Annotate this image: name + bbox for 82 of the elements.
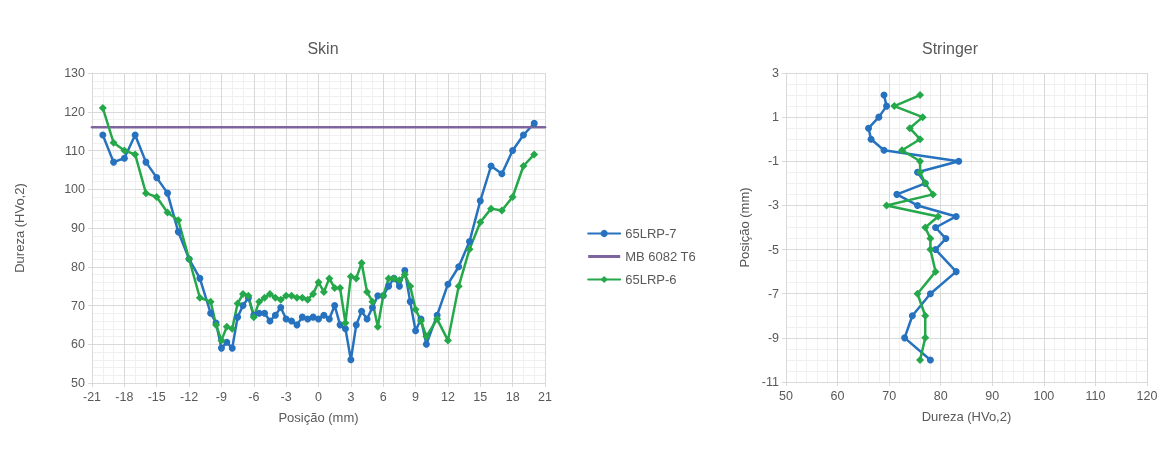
x-axis-title: Dureza (HVo,2) <box>921 409 1012 424</box>
x-tick-label: -3 <box>280 389 292 404</box>
point <box>916 157 925 166</box>
point <box>880 146 888 154</box>
chart-title: Skin <box>307 39 339 57</box>
x-tick-label: 120 <box>1136 388 1158 403</box>
x-tick-label: 3 <box>347 389 355 404</box>
point <box>914 201 922 209</box>
point <box>926 290 934 298</box>
point <box>931 267 940 276</box>
y-tick-label: -9 <box>767 330 780 345</box>
point <box>926 245 935 254</box>
y-tick-label: -11 <box>761 375 780 389</box>
point <box>928 190 937 199</box>
point <box>932 224 940 231</box>
point <box>952 268 960 276</box>
x-tick-label: 60 <box>830 388 845 403</box>
legend-label: MB 6082 T6 <box>625 249 696 264</box>
y-tick-label: 80 <box>71 259 86 274</box>
x-tick-label: -18 <box>115 389 134 404</box>
y-tick-label: 90 <box>71 221 86 235</box>
y-tick-label: 1 <box>772 110 780 125</box>
point <box>913 289 922 298</box>
x-tick-label: -12 <box>180 389 199 404</box>
x-tick-label: -15 <box>147 389 166 404</box>
y-tick-label: 120 <box>64 104 86 119</box>
point <box>905 124 914 133</box>
x-tick-label: -9 <box>215 389 228 404</box>
x-tick-label: 0 <box>315 389 323 404</box>
y-axis-title: Posição (mm) <box>736 187 752 268</box>
point <box>918 113 927 122</box>
x-tick-label: 21 <box>538 389 552 404</box>
y-tick-label: 3 <box>772 66 780 80</box>
y-tick-label: 130 <box>64 66 86 80</box>
point <box>921 333 930 342</box>
legend-label: 65LRP-6 <box>625 272 677 287</box>
point <box>926 234 935 243</box>
point <box>916 355 925 364</box>
point <box>901 334 909 342</box>
point <box>916 135 925 144</box>
x-tick-label: 110 <box>1085 388 1106 403</box>
x-tick-label: -21 <box>82 389 102 404</box>
point <box>942 235 950 243</box>
y-tick-label: 50 <box>71 376 86 390</box>
y-tick-label: -3 <box>767 198 780 213</box>
y-tick-label: 100 <box>64 182 86 197</box>
x-tick-label: 80 <box>933 388 948 403</box>
y-tick-label: -5 <box>767 242 780 257</box>
point <box>921 311 930 320</box>
point <box>921 223 930 232</box>
chart-title: Stringer <box>921 39 979 57</box>
y-tick-label: 70 <box>71 298 86 313</box>
point <box>916 168 925 177</box>
point <box>890 102 899 111</box>
x-tick-label: 15 <box>473 389 488 404</box>
y-axis-title: Dureza (HVo,2) <box>12 183 27 273</box>
x-tick-label: 100 <box>1033 388 1055 403</box>
point <box>875 113 883 121</box>
point <box>934 212 943 221</box>
x-tick-label: 9 <box>412 389 420 404</box>
point <box>908 312 916 320</box>
point <box>898 146 907 155</box>
point <box>865 124 873 132</box>
x-tick-label: 70 <box>882 388 897 403</box>
y-tick-label: -7 <box>767 286 780 301</box>
x-tick-label: -6 <box>248 389 260 404</box>
y-tick-label: 110 <box>65 143 86 158</box>
point <box>883 102 891 110</box>
point <box>867 135 875 143</box>
point <box>952 212 960 220</box>
legend-label: 65LRP-7 <box>625 226 677 241</box>
y-tick-label: 60 <box>71 337 86 352</box>
x-tick-label: 90 <box>985 388 1000 403</box>
x-axis-title: Posição (mm) <box>278 410 359 425</box>
point <box>893 190 901 198</box>
x-tick-label: 12 <box>440 389 455 404</box>
x-tick-label: 6 <box>379 389 387 404</box>
point <box>916 91 925 100</box>
x-tick-label: 18 <box>505 389 520 404</box>
point <box>926 356 934 364</box>
point <box>955 157 963 165</box>
y-tick-label: -1 <box>767 154 780 169</box>
